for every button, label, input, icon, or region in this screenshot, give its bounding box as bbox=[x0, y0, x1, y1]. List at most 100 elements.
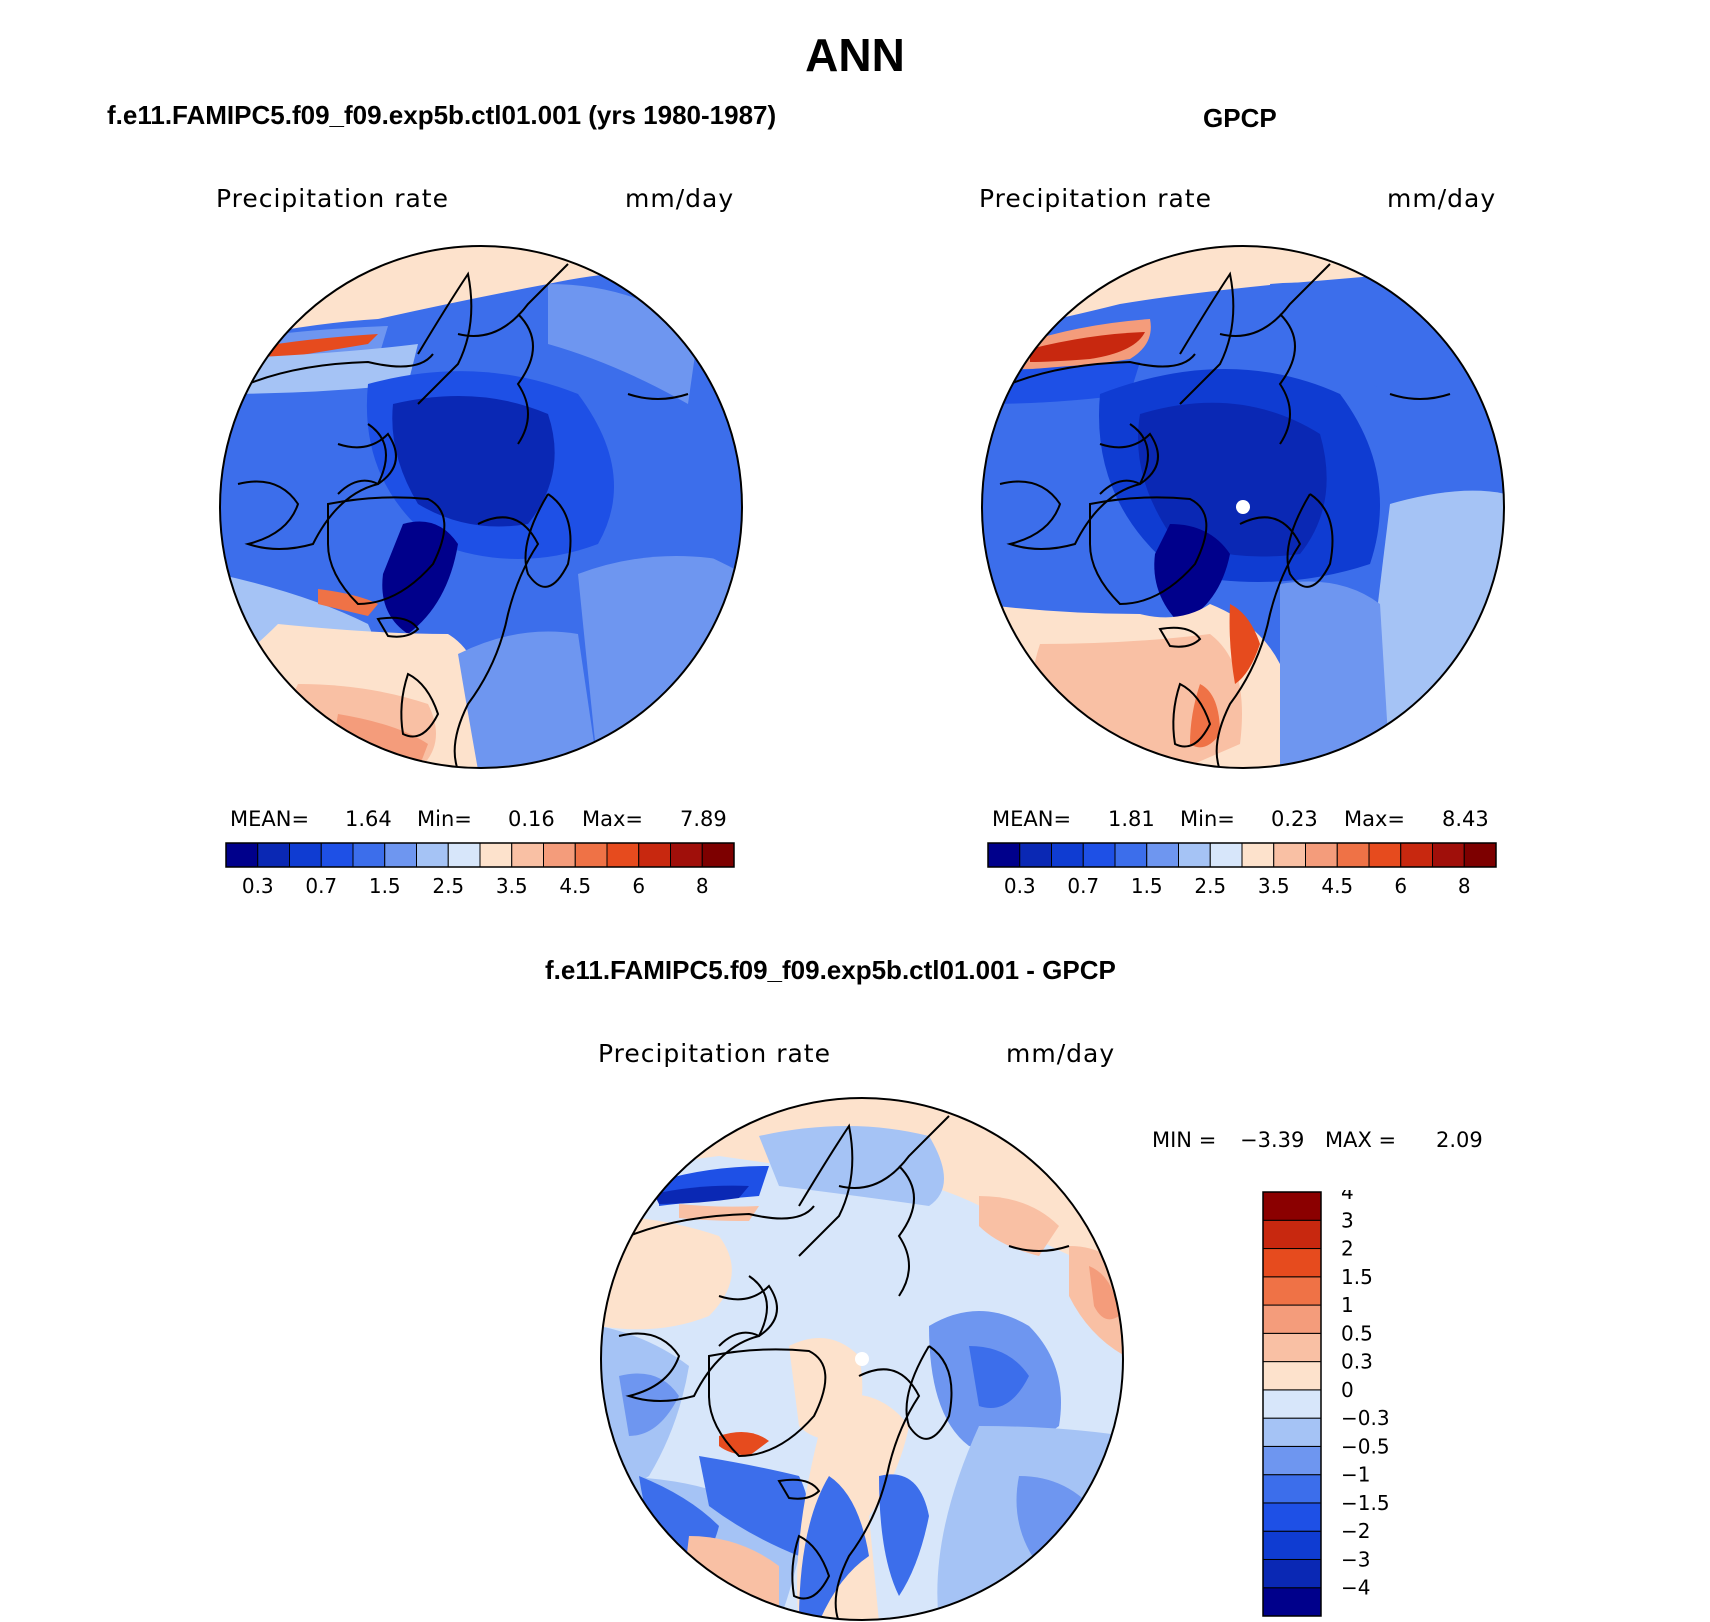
obs-max-value: 8.43 bbox=[1442, 807, 1489, 831]
diff-polar-map bbox=[600, 1097, 1124, 1621]
model-colorbar-swatch bbox=[606, 842, 640, 868]
obs-colorbar-swatch bbox=[1051, 842, 1084, 868]
diff-units-label: mm/day bbox=[1006, 1039, 1116, 1068]
obs-colorbar-tick-label: 4.5 bbox=[1321, 874, 1353, 898]
diff-colorbar-swatch bbox=[1262, 1558, 1322, 1589]
model-colorbar-swatch bbox=[511, 842, 544, 868]
obs-panel-title: GPCP bbox=[1203, 103, 1277, 133]
model-colorbar-swatch bbox=[257, 842, 290, 868]
obs-colorbar-swatch bbox=[1368, 842, 1402, 868]
obs-field-pacific-storm bbox=[1030, 332, 1145, 362]
obs-field-greenland-low bbox=[1154, 524, 1230, 624]
obs-min-value: 0.23 bbox=[1271, 807, 1318, 831]
diff-coastlines bbox=[618, 1115, 1070, 1620]
model-coastlines bbox=[237, 263, 689, 768]
obs-colorbar-frame bbox=[987, 842, 1497, 868]
model-colorbar-swatch bbox=[289, 842, 322, 868]
diff-colorbar-swatch bbox=[1262, 1389, 1322, 1419]
obs-colorbar-swatch bbox=[1209, 842, 1243, 868]
obs-colorbar: 0.3 0.7 1.5 2.5 3.5 4.5 6 8 bbox=[987, 842, 1497, 898]
diff-pole-missing-point bbox=[855, 1352, 869, 1366]
obs-colorbar-tick-label: 2.5 bbox=[1194, 874, 1226, 898]
obs-colorbar-tick-label: 6 bbox=[1394, 874, 1407, 898]
diff-colorbar-tick-label: 2 bbox=[1341, 1237, 1354, 1261]
diff-panel-title: f.e11.FAMIPC5.f09_f09.exp5b.ctl01.001 - … bbox=[545, 955, 1116, 985]
diff-variable-label: Precipitation rate bbox=[598, 1039, 831, 1068]
obs-colorbar-swatch bbox=[1082, 842, 1116, 868]
obs-colorbar-swatch bbox=[1273, 842, 1306, 868]
model-min-label: Min= bbox=[417, 807, 472, 831]
diff-min-value: −3.39 bbox=[1240, 1128, 1305, 1152]
obs-colorbar-swatch bbox=[1305, 842, 1338, 868]
model-variable-label: Precipitation rate bbox=[216, 184, 449, 213]
figure-title: ANN bbox=[805, 29, 905, 81]
model-colorbar-swatch bbox=[352, 842, 386, 868]
obs-colorbar-swatch bbox=[1400, 842, 1433, 868]
model-colorbar-swatch bbox=[543, 842, 576, 868]
diff-colorbar-swatch bbox=[1262, 1530, 1322, 1560]
diff-colorbar-swatch bbox=[1262, 1445, 1322, 1476]
obs-pole-missing-point bbox=[1236, 500, 1250, 514]
diff-colorbar-swatch bbox=[1262, 1304, 1322, 1334]
model-colorbar-swatch bbox=[574, 842, 608, 868]
model-colorbar-swatch bbox=[447, 842, 481, 868]
model-colorbar-swatch bbox=[416, 842, 449, 868]
diff-colorbar-swatch bbox=[1262, 1474, 1322, 1504]
diff-colorbar-swatch bbox=[1262, 1587, 1322, 1617]
diff-colorbar-swatch bbox=[1262, 1332, 1322, 1363]
model-colorbar-swatch bbox=[225, 842, 259, 868]
model-colorbar-tick-label: 4.5 bbox=[559, 874, 591, 898]
model-colorbar-tick-label: 0.7 bbox=[305, 874, 337, 898]
model-colorbar-swatch bbox=[479, 842, 513, 868]
model-map-border bbox=[219, 245, 743, 769]
model-colorbar-swatch bbox=[670, 842, 703, 868]
obs-colorbar-swatch bbox=[1178, 842, 1211, 868]
obs-colorbar-swatch bbox=[1463, 842, 1497, 868]
model-colorbar-tick-label: 1.5 bbox=[369, 874, 401, 898]
diff-colorbar-swatch bbox=[1262, 1248, 1322, 1278]
diff-colorbar-tick-label: −2 bbox=[1341, 1519, 1370, 1543]
diff-colorbar-tick-label: 1 bbox=[1341, 1293, 1354, 1317]
model-colorbar-tick-label: 8 bbox=[696, 874, 709, 898]
diff-max-label: MAX = bbox=[1325, 1128, 1397, 1152]
obs-colorbar-tick-label: 8 bbox=[1458, 874, 1471, 898]
diff-max-value: 2.09 bbox=[1436, 1128, 1483, 1152]
obs-colorbar-swatch bbox=[1432, 842, 1465, 868]
diff-colorbar: −4 −3 −2 −1.5 −1 −0.5 −0.3 0 0.3 0.5 1 1.5 2 3 4 bbox=[1262, 1190, 1390, 1617]
diff-colorbar-tick-label: 0.3 bbox=[1341, 1350, 1373, 1374]
model-mean-value: 1.64 bbox=[345, 807, 392, 831]
diff-colorbar-swatch bbox=[1262, 1417, 1322, 1447]
diff-min-label: MIN = bbox=[1152, 1128, 1217, 1152]
model-colorbar-swatch bbox=[701, 842, 735, 868]
obs-colorbar-swatch bbox=[1336, 842, 1370, 868]
obs-max-label: Max= bbox=[1344, 807, 1406, 831]
obs-coastlines bbox=[999, 263, 1451, 768]
diff-colorbar-tick-label: −1.5 bbox=[1341, 1491, 1390, 1515]
diff-colorbar-swatch bbox=[1262, 1219, 1322, 1250]
diff-colorbar-swatch bbox=[1262, 1191, 1322, 1221]
obs-colorbar-swatch bbox=[1146, 842, 1179, 868]
diff-colorbar-tick-label: −1 bbox=[1341, 1463, 1370, 1487]
model-colorbar-swatch bbox=[384, 842, 417, 868]
model-polar-map bbox=[219, 245, 743, 769]
model-colorbar-frame bbox=[225, 842, 735, 868]
diff-colorbar-tick-label: 3 bbox=[1341, 1208, 1354, 1232]
model-mean-label: MEAN= bbox=[230, 807, 310, 831]
model-units-label: mm/day bbox=[625, 184, 735, 213]
model-colorbar-tick-label: 3.5 bbox=[496, 874, 528, 898]
diff-colorbar-tick-label: 1.5 bbox=[1341, 1265, 1373, 1289]
obs-min-label: Min= bbox=[1180, 807, 1235, 831]
diff-colorbar-tick-label: −0.5 bbox=[1341, 1434, 1390, 1458]
model-colorbar: 0.3 0.7 1.5 2.5 3.5 4.5 6 8 bbox=[225, 842, 735, 898]
obs-colorbar-swatch bbox=[1019, 842, 1052, 868]
diff-colorbar-tick-label: −3 bbox=[1341, 1547, 1370, 1571]
obs-colorbar-tick-label: 0.7 bbox=[1067, 874, 1099, 898]
obs-variable-label: Precipitation rate bbox=[979, 184, 1212, 213]
obs-colorbar-tick-label: 0.3 bbox=[1004, 874, 1036, 898]
diff-colorbar-tick-label: 4 bbox=[1341, 1190, 1354, 1204]
obs-map-border bbox=[981, 245, 1505, 769]
obs-colorbar-swatch bbox=[1241, 842, 1275, 868]
obs-colorbar-tick-label: 3.5 bbox=[1258, 874, 1290, 898]
diff-colorbar-swatch bbox=[1262, 1276, 1322, 1306]
model-max-value: 7.89 bbox=[680, 807, 727, 831]
